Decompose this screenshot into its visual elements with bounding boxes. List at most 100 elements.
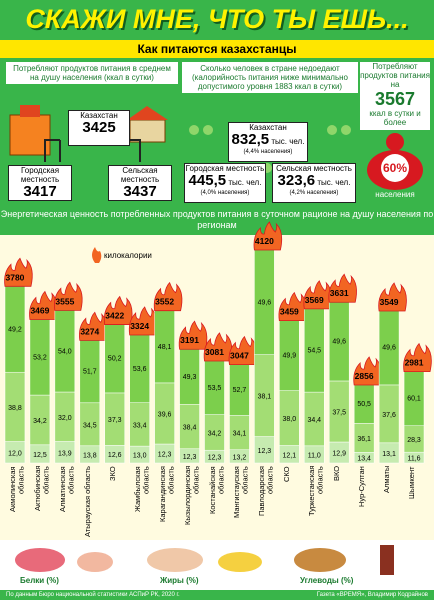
segment-label: 50,2 [108, 356, 122, 363]
segment-label: 13,0 [133, 453, 147, 460]
rural-box: Сельская местность 323,6 тыс. чел. (4,2% н… [272, 163, 356, 203]
segment-label: 13,1 [382, 451, 396, 458]
totals-label: килокалории [104, 251, 152, 260]
total-label: 3274 [80, 326, 99, 336]
urban-box: Городская местность 3417 [8, 165, 72, 201]
flame [54, 281, 83, 311]
segment-label: 60,1 [407, 396, 421, 403]
total-label: 3555 [55, 296, 74, 306]
flame [228, 335, 258, 365]
flame-icon [92, 247, 102, 263]
segment-label: 53,5 [208, 385, 222, 392]
segment-label: 34,2 [208, 430, 222, 437]
flame [79, 311, 108, 341]
flame [403, 342, 432, 373]
flame [253, 221, 283, 251]
segment-label: 34,5 [83, 422, 97, 429]
flame [303, 280, 332, 310]
subtitle: Как питаются казахстанцы [0, 40, 434, 58]
segment-label: 12,0 [8, 450, 22, 457]
food-panel [0, 540, 434, 590]
share-label: населения [375, 190, 415, 199]
segment-label: 32,0 [58, 415, 72, 422]
flame [378, 282, 407, 312]
total-label: 3191 [180, 335, 199, 345]
text: Потребляют продуктов питания на [360, 62, 430, 89]
region-label: Костанайская область [207, 466, 226, 514]
segment-label: 38,0 [283, 416, 297, 423]
value: 445,5 [188, 172, 227, 189]
region-label: Нур-Султан [357, 466, 367, 507]
total-label: 3549 [380, 297, 399, 307]
segment-label: 48,1 [158, 344, 172, 351]
total-label: 4120 [255, 236, 274, 246]
value: 3425 [82, 119, 116, 136]
segment-label: 37,3 [108, 417, 122, 424]
note: (4,4% населения) [243, 149, 293, 155]
title: СКАЖИ МНЕ, ЧТО ТЫ ЕШЬ... [0, 0, 434, 38]
region-label: Атырауская область [82, 466, 92, 537]
segment-label: 13,8 [83, 452, 97, 459]
segment-label: 38,1 [258, 394, 272, 401]
flame [128, 306, 158, 336]
region-label: ЗКО [107, 466, 117, 481]
segment-label: 12,3 [258, 448, 272, 455]
label: Сельская местность [276, 164, 352, 173]
legend-label: Жиры (%) [160, 576, 199, 585]
region-label: Актюбинская область [32, 466, 51, 512]
region-label: Павлодарская область [257, 466, 275, 516]
region-label: Алматинская область [57, 466, 76, 512]
value: 3437 [123, 183, 157, 200]
segment-label: 39,6 [158, 411, 172, 418]
unit: тыс. чел. [271, 137, 305, 146]
flame [328, 273, 357, 303]
value: 323,6 [277, 172, 316, 189]
segment-label: 11,0 [308, 452, 321, 459]
note: (4,2% населения) [289, 190, 339, 196]
total-label: 3047 [230, 351, 249, 361]
segment-label: 37,6 [382, 412, 396, 419]
panel-title: Сколько человек в стране недоедают (кало… [182, 62, 358, 93]
total-label: 3569 [305, 295, 324, 305]
segment-label: 53,2 [33, 354, 47, 361]
region-label: Шымкент [407, 466, 417, 499]
note: (4,0% населения) [200, 190, 250, 196]
region-label: Мангистауская область [232, 466, 250, 518]
text: ккал в сутки и более [369, 109, 421, 127]
segment-label: 51,7 [83, 369, 97, 376]
total-label: 3469 [30, 306, 49, 316]
flame [29, 290, 58, 320]
segment-label: 49,2 [8, 326, 22, 333]
segment-label: 37,5 [332, 409, 346, 416]
value: 3567 [374, 89, 416, 109]
total-label: 3081 [205, 347, 224, 357]
segment-label: 13,2 [233, 454, 247, 461]
total-label: 3631 [330, 288, 349, 298]
segment-label: 49,6 [382, 345, 396, 352]
flame [103, 295, 133, 325]
region-label: Алматы [382, 466, 392, 494]
segment-label: 49,6 [258, 299, 272, 306]
flame [4, 257, 33, 287]
segment-label: 13,4 [357, 456, 371, 463]
segment-label: 34,2 [33, 418, 47, 425]
flame [203, 332, 233, 362]
segment-label: 50,5 [357, 401, 371, 408]
total-label: 2981 [405, 358, 424, 368]
segment-label: 12,3 [158, 452, 172, 459]
value: 3417 [23, 183, 57, 200]
segment-label: 49,9 [283, 353, 297, 360]
region-label: СКО [282, 466, 292, 482]
segment-label: 38,8 [8, 405, 22, 412]
segment-label: 54,5 [307, 348, 321, 355]
total-label: 2856 [355, 371, 374, 381]
rural-box: Сельская местность 3437 [108, 165, 172, 201]
region-label: ВКО [332, 466, 342, 482]
label: Казахстан [249, 123, 287, 132]
region-label: Карагандинская область [157, 466, 176, 522]
credit: Газета «ВРЕМЯ», Владимир Кодрайнов [316, 592, 428, 598]
legend-label: Углеводы (%) [300, 576, 354, 585]
segment-label: 34,1 [233, 431, 247, 438]
label: Городская местность [185, 164, 265, 173]
